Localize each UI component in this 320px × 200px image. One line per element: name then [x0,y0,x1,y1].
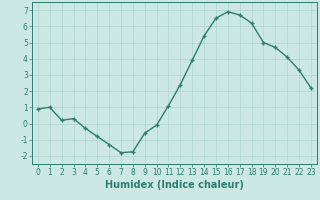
X-axis label: Humidex (Indice chaleur): Humidex (Indice chaleur) [105,180,244,190]
